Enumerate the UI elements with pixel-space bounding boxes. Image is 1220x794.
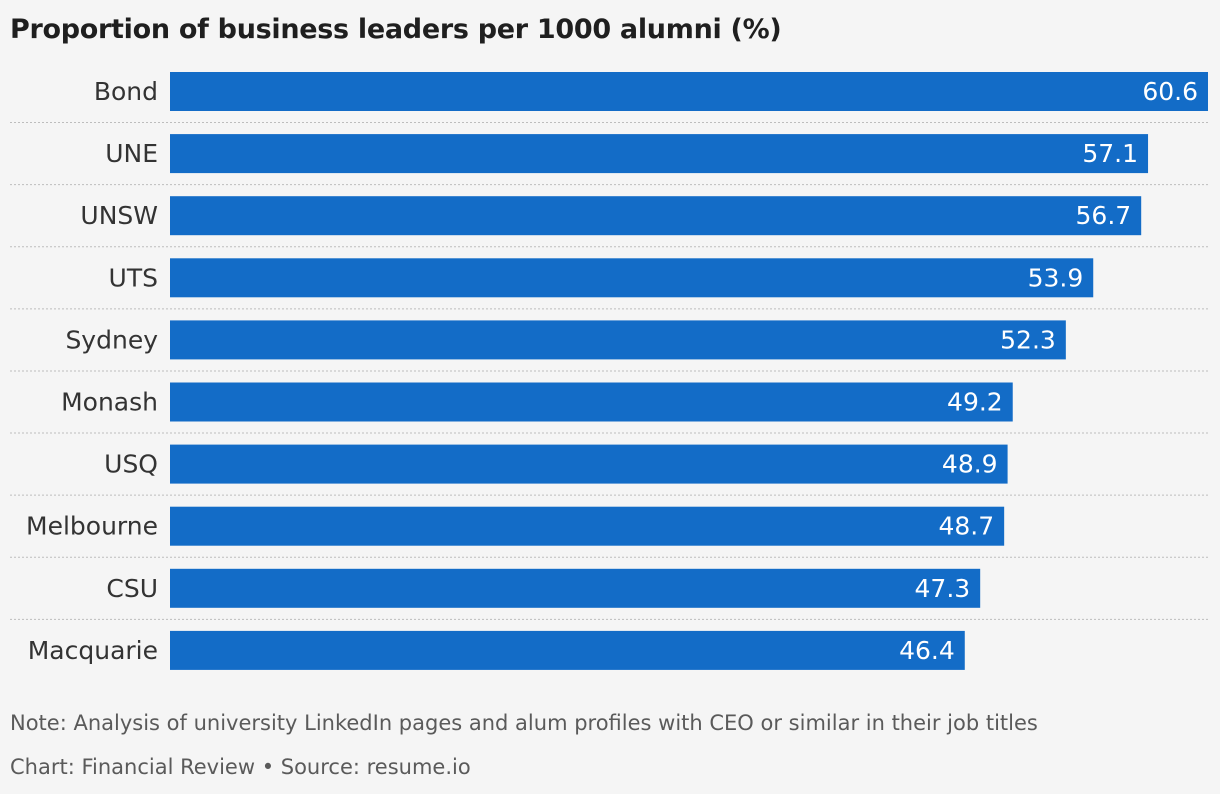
bar <box>170 72 1208 111</box>
category-label: Bond <box>94 77 158 106</box>
bar-value-label: 47.3 <box>915 574 971 603</box>
bar-value-label: 53.9 <box>1028 263 1084 292</box>
bar-value-label: 57.1 <box>1082 139 1138 168</box>
bar-value-label: 49.2 <box>947 388 1003 417</box>
bar-value-label: 56.7 <box>1076 201 1132 230</box>
category-label: CSU <box>106 574 158 603</box>
category-label: UNE <box>105 139 158 168</box>
bar <box>170 506 1005 546</box>
category-label: USQ <box>104 450 158 479</box>
chart-title: Proportion of business leaders per 1000 … <box>10 14 782 45</box>
bar <box>170 444 1008 484</box>
bar <box>170 320 1066 360</box>
bar-value-label: 46.4 <box>899 636 955 665</box>
bar <box>170 134 1149 174</box>
category-label: Sydney <box>65 325 158 354</box>
bar <box>170 568 981 608</box>
bar-value-label: 52.3 <box>1000 325 1056 354</box>
bar <box>170 382 1013 422</box>
bar-value-label: 60.6 <box>1142 77 1198 106</box>
bar <box>170 258 1094 298</box>
category-label: Melbourne <box>26 512 158 541</box>
chart-credit: Chart: Financial Review • Source: resume… <box>10 755 471 779</box>
bar-chart: Bond 60.6 UNE 57.1 UNSW 56.7 UTS 53.9 Sydney 52.3… <box>10 72 1208 670</box>
bar-value-label: 48.7 <box>938 512 994 541</box>
bar-value-label: 48.9 <box>942 450 998 479</box>
chart-note: Note: Analysis of university LinkedIn pa… <box>10 711 1038 735</box>
category-label: Monash <box>61 388 158 417</box>
category-label: UNSW <box>80 201 158 230</box>
bar <box>170 196 1142 236</box>
bar <box>170 630 965 670</box>
category-label: Macquarie <box>28 636 158 665</box>
category-label: UTS <box>109 263 158 292</box>
